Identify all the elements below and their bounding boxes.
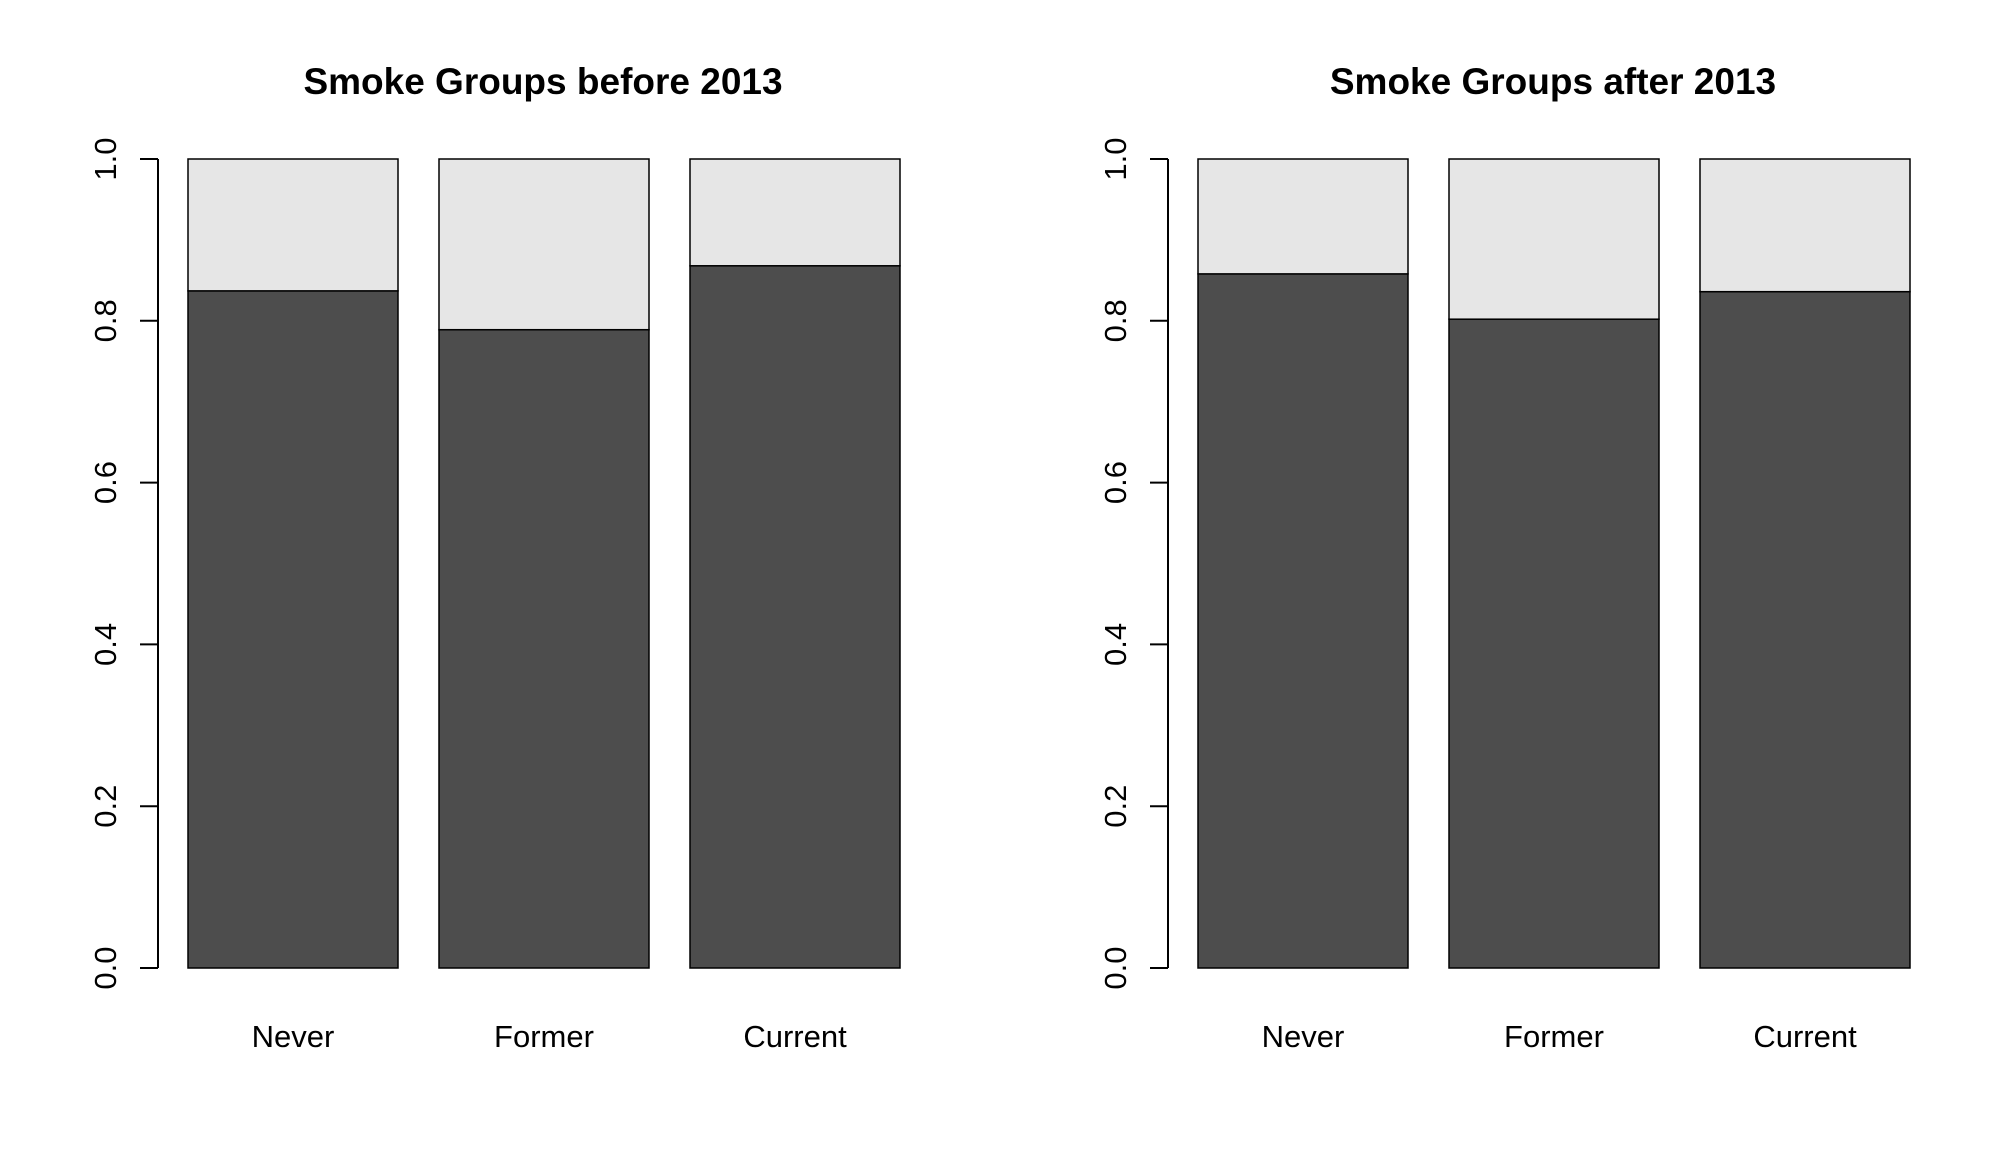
bar-former-segment-1 — [1448, 318, 1660, 969]
chart-panel-2: Smoke Groups after 2013 0.0 0.2 0.4 0.6 0.8 1.… — [1098, 61, 1911, 1054]
bar-former-segment-2 — [1448, 158, 1660, 320]
chart-title: Smoke Groups after 2013 — [1330, 61, 1776, 102]
x-category-label: Never — [1262, 1019, 1345, 1054]
chart-title: Smoke Groups before 2013 — [303, 61, 782, 102]
y-tick-label: 0.0 — [1098, 946, 1133, 989]
y-tick-label: 0.6 — [88, 461, 123, 504]
x-category-label: Former — [494, 1019, 594, 1054]
x-category-label: Current — [1753, 1019, 1857, 1054]
y-tick-label: 0.2 — [88, 785, 123, 828]
y-tick-label: 0.8 — [88, 299, 123, 342]
bar-current-segment-1 — [1699, 290, 1911, 969]
x-category-label: Never — [252, 1019, 335, 1054]
bar-current-segment-2 — [1699, 158, 1911, 293]
bar-former-segment-2 — [438, 158, 650, 331]
bar-current-segment-2 — [689, 158, 901, 267]
bar-never-segment-2 — [187, 158, 399, 292]
y-tick-label: 0.4 — [88, 623, 123, 666]
x-category-label: Former — [1504, 1019, 1604, 1054]
bar-never-segment-2 — [1197, 158, 1409, 275]
y-tick-label: 1.0 — [1098, 137, 1133, 180]
y-tick-label: 0.4 — [1098, 623, 1133, 666]
y-tick-label: 0.8 — [1098, 299, 1133, 342]
bar-never-segment-1 — [1197, 273, 1409, 969]
y-tick-label: 1.0 — [88, 137, 123, 180]
x-category-label: Current — [743, 1019, 847, 1054]
bar-former-segment-1 — [438, 328, 650, 969]
chart-panel-1: Smoke Groups before 2013 0.0 0.2 0.4 0.6 0.8 1… — [88, 61, 901, 1054]
y-tick-label: 0.6 — [1098, 461, 1133, 504]
bar-never-segment-1 — [187, 290, 399, 969]
y-tick-label: 0.2 — [1098, 785, 1133, 828]
bar-current-segment-1 — [689, 265, 901, 969]
y-tick-label: 0.0 — [88, 946, 123, 989]
